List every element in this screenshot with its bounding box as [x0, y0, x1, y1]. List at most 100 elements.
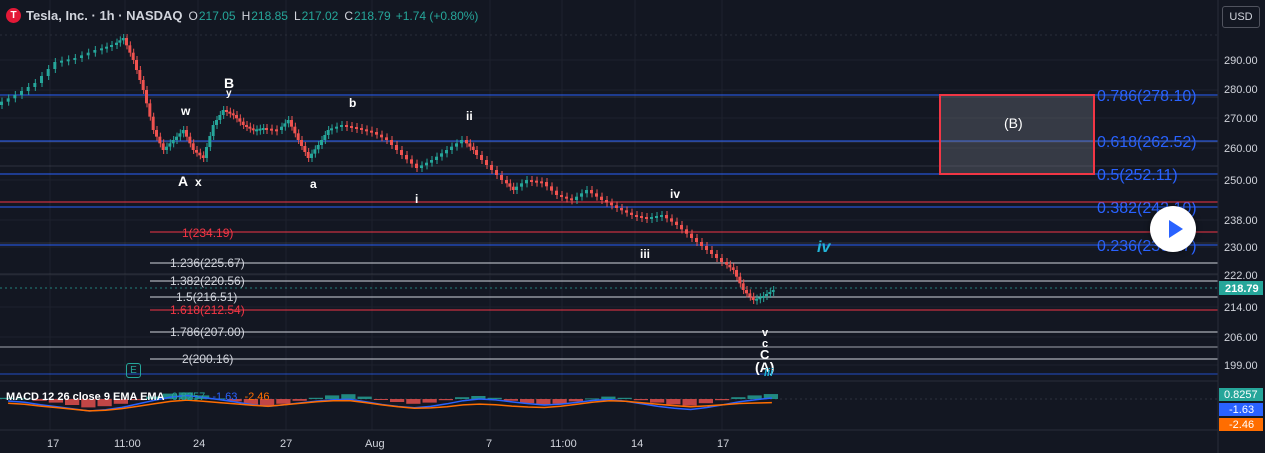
candle-body [590, 190, 593, 194]
candle-body [511, 186, 515, 190]
macd-hist-bar [97, 399, 112, 407]
candle-body [235, 115, 238, 119]
wave-label: i [415, 192, 418, 206]
candle-body [105, 46, 108, 49]
candle-body [725, 262, 728, 265]
candle-body [118, 40, 122, 43]
candle-body [560, 195, 563, 197]
candle-body [445, 150, 448, 154]
macd-hist-bar [666, 399, 681, 405]
candle-body [46, 69, 50, 76]
candle-body [720, 258, 723, 262]
candle-body [768, 292, 772, 294]
candle-body [748, 293, 752, 297]
candle-body [238, 118, 242, 122]
price-tick: 250.00 [1224, 175, 1258, 187]
candle-body [415, 163, 418, 168]
wave-label: w [180, 104, 191, 118]
wave-label: ii [466, 109, 473, 123]
macd-hist-bar [698, 399, 713, 404]
candle-body [231, 113, 235, 116]
low-value: 217.02 [301, 8, 339, 23]
earnings-event-icon[interactable]: E [126, 363, 141, 378]
candle-body [508, 183, 512, 187]
wave-label: b [349, 96, 356, 110]
candle-body [345, 125, 348, 127]
macd-legend[interactable]: MACD 12 26 close 9 EMA EMA 0.8257 -1.63 … [6, 391, 270, 403]
tesla-logo-icon: T [6, 8, 21, 23]
candle-body [265, 128, 268, 130]
time-axis: 17 11:00 24 27 Aug 7 11:00 14 17 [47, 438, 729, 450]
symbol-name[interactable]: Tesla, Inc. · 1h · NASDAQ [26, 8, 183, 23]
macd-hist-bar [16, 398, 31, 400]
candle-body [405, 155, 408, 160]
macd-line-axis: -1.63 [1229, 404, 1254, 416]
candle-body [211, 125, 215, 136]
play-icon[interactable] [1150, 206, 1196, 252]
change-value: +1.74 (+0.80%) [395, 8, 479, 23]
candle-body [185, 130, 188, 137]
macd-hist-bar [325, 395, 340, 399]
candle-body [225, 110, 228, 112]
macd-line-badge [1219, 403, 1263, 416]
time-tick: 24 [193, 438, 205, 450]
candle-body [535, 180, 538, 183]
candle-body [313, 149, 317, 154]
candle-body [320, 140, 323, 145]
candle-body [355, 127, 358, 129]
candle-body [700, 242, 703, 246]
wave-label: y [226, 88, 232, 99]
macd-hist-bar [471, 396, 486, 399]
macd-hist-bar [503, 399, 518, 401]
time-tick: Aug [365, 438, 385, 450]
high-label: H [241, 8, 251, 23]
candle-body [135, 60, 138, 70]
candle-body [540, 181, 543, 184]
candle-body [640, 216, 643, 218]
candle-body [565, 196, 568, 199]
candle-body [385, 137, 388, 140]
candle-body [471, 146, 475, 150]
candle-body [248, 126, 252, 129]
candle-body [60, 60, 63, 63]
macd-line-value: -1.63 [212, 391, 238, 403]
currency-button[interactable]: USD [1222, 6, 1260, 28]
candle-body [595, 193, 598, 197]
candle-body [755, 298, 758, 301]
candle-body [735, 270, 738, 277]
macd-hist-bar [601, 396, 616, 399]
candle-body [738, 276, 742, 284]
candle-body [151, 116, 155, 130]
candle-body [73, 58, 77, 60]
candle-body [191, 143, 195, 150]
macd-hist-bar [373, 399, 388, 400]
macd-hist-bar [585, 398, 600, 400]
macd-hist-bar [455, 397, 470, 399]
macd-hist-bar [731, 397, 746, 399]
price-tick: 222.00 [1224, 270, 1258, 282]
candle-body [690, 233, 693, 238]
macd-hist-bar [568, 399, 583, 402]
candle-body [420, 165, 423, 168]
candle-body [93, 50, 97, 53]
candle-body [555, 190, 558, 195]
candle-body [326, 130, 330, 135]
candle-body [765, 294, 768, 296]
macd-hist-bar [292, 399, 307, 401]
candle-body [570, 198, 573, 201]
fib-right-label: 0.618(262.52) [1097, 134, 1197, 151]
candle-body [600, 196, 603, 200]
candle-body [158, 136, 162, 144]
current-price-badge [1219, 281, 1263, 295]
macd-hist-bar [260, 399, 275, 407]
candle-body [705, 246, 708, 250]
macd-hist-bar [406, 399, 421, 404]
fib-red-label: 1.618(212.54) [170, 303, 245, 317]
candle-body [771, 290, 775, 292]
candle-body [741, 283, 745, 290]
candle-body [425, 162, 428, 166]
candle-body [350, 126, 353, 128]
candle-body [731, 267, 735, 270]
macd-hist-bar [438, 399, 453, 401]
